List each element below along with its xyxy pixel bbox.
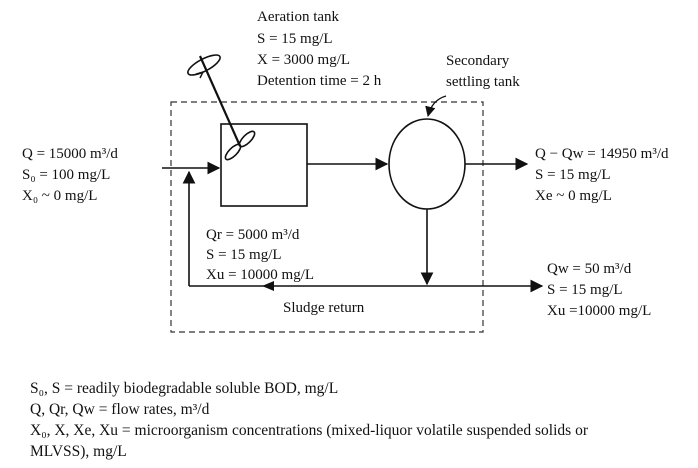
influent-q: Q = 15000 m³/d bbox=[22, 146, 118, 162]
legend-line-3: X₀, X, Xe, Xu = microorganism concentrat… bbox=[30, 422, 588, 439]
influent-s0: S₀ = 100 mg/L bbox=[22, 167, 110, 183]
waste-qw: Qw = 50 m³/d bbox=[547, 261, 632, 277]
recycle-s: S = 15 mg/L bbox=[206, 247, 282, 263]
aerator-mixer-icon bbox=[187, 54, 256, 161]
recycle-xu: Xu = 10000 mg/L bbox=[206, 267, 314, 283]
settling-tank-label-1: Secondary bbox=[446, 53, 510, 69]
legend-line-1: S₀, S = readily biodegradable soluble BO… bbox=[30, 380, 339, 397]
legend: S₀, S = readily biodegradable soluble BO… bbox=[30, 378, 690, 462]
effluent-s: S = 15 mg/L bbox=[535, 167, 611, 183]
effluent-xe: Xe ~ 0 mg/L bbox=[535, 188, 612, 204]
legend-line-2: Q, Qr, Qw = flow rates, m³/d bbox=[30, 401, 210, 418]
recycle-qr: Qr = 5000 m³/d bbox=[206, 227, 300, 243]
legend-line-4: MLVSS), mg/L bbox=[30, 443, 127, 460]
settling-tank-leader-arrow bbox=[425, 95, 447, 118]
aeration-tank-title: Aeration tank bbox=[257, 9, 340, 25]
secondary-settling-tank bbox=[388, 118, 466, 210]
effluent-q: Q − Qw = 14950 m³/d bbox=[535, 146, 669, 162]
aeration-x: X = 3000 mg/L bbox=[257, 52, 350, 68]
waste-s: S = 15 mg/L bbox=[547, 282, 623, 298]
aeration-tank bbox=[220, 123, 308, 207]
sludge-return-arrowhead bbox=[262, 281, 274, 291]
waste-xu: Xu =10000 mg/L bbox=[547, 303, 651, 319]
aeration-detention-time: Detention time = 2 h bbox=[257, 73, 382, 89]
system-boundary bbox=[170, 101, 484, 333]
sludge-return-label: Sludge return bbox=[283, 300, 365, 316]
influent-x0: X₀ ~ 0 mg/L bbox=[22, 188, 97, 204]
settling-tank-label-2: settling tank bbox=[446, 74, 520, 90]
aeration-s: S = 15 mg/L bbox=[257, 31, 333, 47]
